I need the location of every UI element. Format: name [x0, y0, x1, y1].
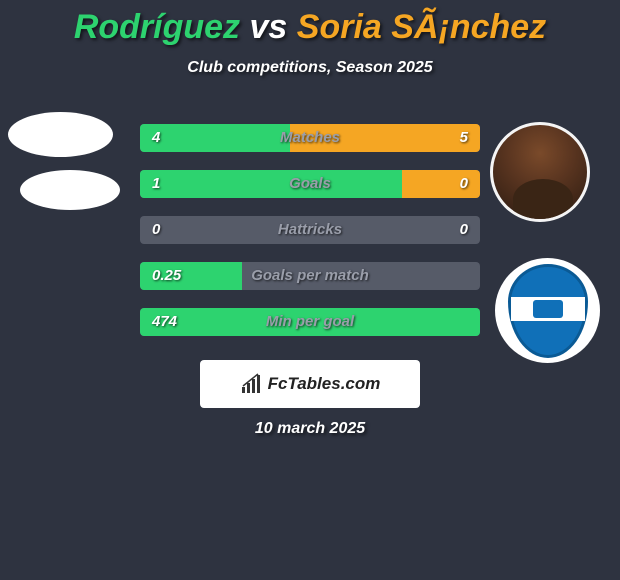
stat-bar: 474Min per goal — [140, 308, 480, 336]
player1-name: Rodríguez — [74, 8, 240, 46]
stat-bar: 0.25Goals per match — [140, 262, 480, 290]
player2-name: Soria SÃ¡nchez — [297, 8, 546, 46]
stat-label: Goals per match — [140, 262, 480, 290]
stat-bar: 00Hattricks — [140, 216, 480, 244]
player1-avatar-placeholder-1 — [8, 112, 113, 157]
comparison-bars: 45Matches 10Goals 00Hattricks 0.25Goals per… — [140, 124, 480, 354]
logo-chart-icon — [240, 373, 262, 395]
stat-bar: 45Matches — [140, 124, 480, 152]
team-crest-icon — [508, 264, 588, 358]
stat-label: Goals — [140, 170, 480, 198]
comparison-date: 10 march 2025 — [0, 420, 620, 438]
stat-label: Min per goal — [140, 308, 480, 336]
player1-avatar-placeholder-2 — [20, 170, 120, 210]
fctables-logo: FcTables.com — [200, 360, 420, 408]
crest-inner-icon — [533, 300, 563, 318]
stat-label: Matches — [140, 124, 480, 152]
player2-avatar — [490, 122, 590, 222]
subtitle: Club competitions, Season 2025 — [0, 59, 620, 77]
player2-team-crest-container — [495, 258, 600, 363]
comparison-title: Rodríguez vs Soria SÃ¡nchez — [0, 0, 620, 47]
stat-label: Hattricks — [140, 216, 480, 244]
stat-bar: 10Goals — [140, 170, 480, 198]
logo-text: FcTables.com — [268, 374, 381, 394]
vs-text: vs — [250, 8, 288, 46]
